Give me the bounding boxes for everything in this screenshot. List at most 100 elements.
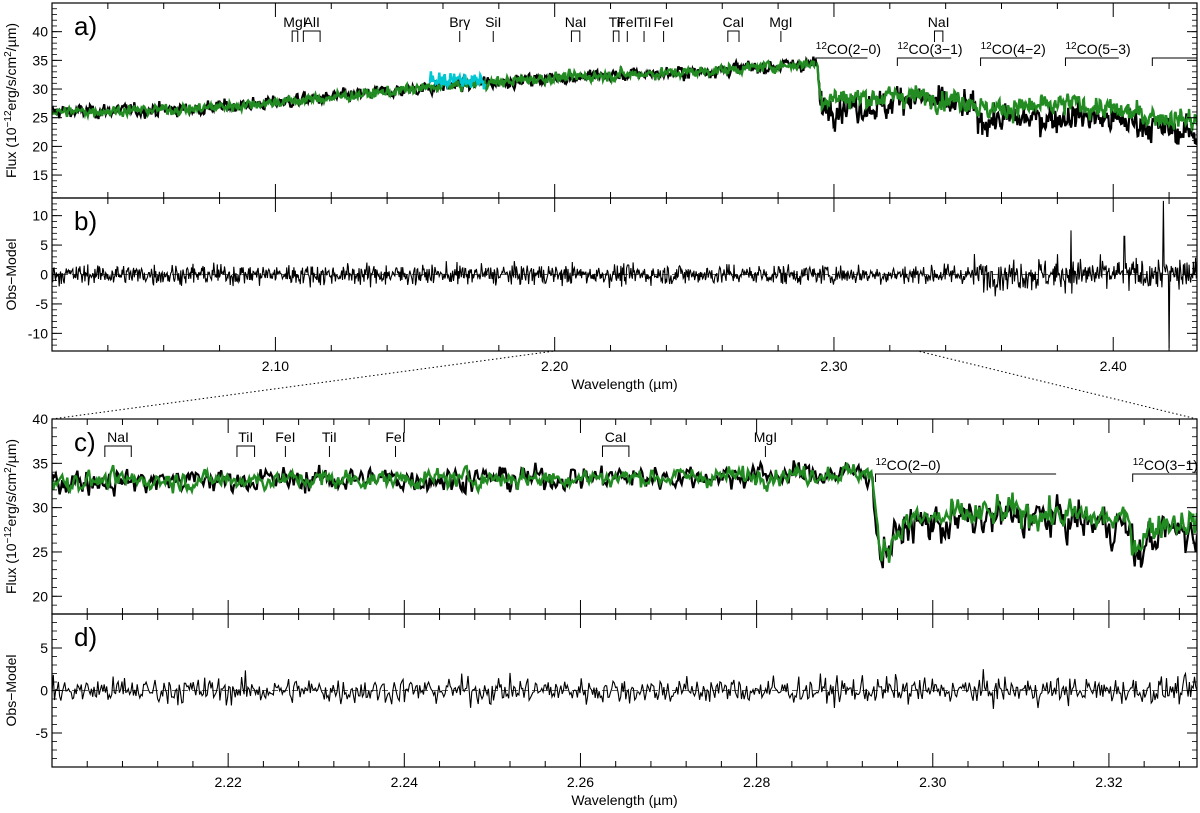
bandhead-label: 12CO(4−2) [981, 41, 1046, 58]
panel-a: 15 20 25 30 35 40 a) Flux (10−12erg/s/cm2/µm) Mg… [3, 2, 1198, 199]
line-marker: TiI [637, 14, 652, 42]
line-marker: NaI [565, 14, 587, 42]
y-tick-label: 20 [32, 588, 48, 604]
bandhead-marker: 12CO(4−2) [980, 41, 1046, 66]
y-tick-label: 15 [32, 167, 48, 183]
x-tick-label: 2.20 [541, 358, 568, 374]
x-tick-label: 2.24 [391, 774, 418, 790]
series-observed-line [52, 459, 1197, 569]
y-axis-title: Flux (10−12erg/s/cm2/µm) [3, 439, 20, 594]
y-tick-label: 35 [32, 455, 48, 471]
y-tick-label: 25 [32, 544, 48, 560]
y-tick-label: 30 [32, 81, 48, 97]
line-marker-label: SiI [485, 14, 501, 30]
line-marker: MgI [769, 14, 793, 42]
bandhead-label: 12CO(2−0) [876, 457, 941, 474]
bandhead-marker: 12CO(3−1) [896, 41, 963, 66]
y-tick-label: -10 [28, 325, 48, 341]
line-marker-label: TiI [238, 429, 253, 445]
line-marker-label: TiI [637, 14, 652, 30]
zoom-connector-right [917, 350, 1198, 420]
y-tick-label: 25 [32, 110, 48, 126]
line-marker: TiI [609, 14, 624, 42]
bandhead-marker [1151, 57, 1197, 66]
y-axis-title: Flux (10−12erg/s/cm2/µm) [3, 23, 20, 178]
y-tick-label: 0 [40, 683, 48, 699]
x-tick-label: 2.30 [919, 774, 946, 790]
y-tick-label: -5 [36, 725, 49, 741]
line-marker: AlI [302, 14, 321, 42]
line-marker: NaI [928, 14, 950, 42]
line-marker: FeI [653, 14, 674, 42]
series-observed-line [52, 55, 1197, 146]
x-tick-label: 2.26 [567, 774, 594, 790]
x-tick-label: 2.10 [262, 358, 289, 374]
line-marker-label: FeI [617, 14, 637, 30]
bandhead-label: 12CO(3−1) [1133, 457, 1198, 474]
y-tick-label: 40 [32, 411, 48, 427]
line-marker: FeI [617, 14, 637, 42]
line-marker-label: NaI [928, 14, 950, 30]
residual-line [52, 669, 1197, 709]
series-segment-line [428, 70, 487, 91]
residual-line [52, 200, 1197, 349]
y-tick-label: 10 [32, 208, 48, 224]
y-tick-label: 40 [32, 24, 48, 40]
panel-b: -10 -5 0 5 10 2.10 2.20 2.30 2.40 Wavelength (µm)… [3, 197, 1198, 392]
y-tick-label: 0 [40, 267, 48, 283]
y-tick-label: 35 [32, 52, 48, 68]
line-marker-label: TiI [322, 429, 337, 445]
x-tick-label: 2.22 [215, 774, 242, 790]
x-axis-title: Wavelength (µm) [571, 792, 677, 808]
line-marker: CaI [601, 429, 630, 457]
line-marker: CaI [723, 14, 745, 42]
y-tick-label: 5 [40, 237, 48, 253]
panel-c: 20 25 30 35 40 c) Flux (10−12erg/s/cm2/µm) NaI T… [3, 411, 1198, 615]
series-model-line [52, 462, 1197, 563]
panel-letter: b) [74, 206, 97, 236]
line-marker: MgI [754, 429, 777, 457]
panel-d: -5 0 5 2.22 2.24 2.26 2.28 2.30 2.32 Wavelength (… [3, 613, 1198, 808]
y-tick-label: 20 [32, 138, 48, 154]
line-marker: TiI [236, 429, 256, 457]
series-model-line [52, 57, 1197, 132]
line-marker-label: CaI [605, 429, 627, 445]
y-tick-label: 5 [40, 640, 48, 656]
line-marker-label: NaI [565, 14, 587, 30]
line-marker: SiI [485, 14, 501, 42]
line-marker-label: FeI [275, 429, 295, 445]
bandhead-label: 12CO(2−0) [816, 41, 881, 58]
line-marker-label: FeI [653, 14, 673, 30]
panel-letter: a) [74, 11, 97, 41]
line-marker-label: Brγ [449, 14, 470, 30]
line-marker-label: MgI [283, 14, 306, 30]
bandhead-marker: 12CO(2−0) [875, 457, 1057, 482]
bandhead-label: 12CO(5−3) [1065, 41, 1130, 58]
bandhead-label: 12CO(3−1) [897, 41, 962, 58]
line-marker-label: MgI [754, 429, 777, 445]
line-marker-label: AlI [304, 14, 320, 30]
y-tick-label: 30 [32, 500, 48, 516]
line-marker: FeI [275, 429, 296, 457]
line-marker-label: NaI [107, 429, 129, 445]
y-tick-label: -5 [36, 296, 49, 312]
line-marker: Brγ [449, 14, 470, 42]
bandhead-marker: 12CO(5−3) [1064, 41, 1131, 66]
x-axis-title: Wavelength (µm) [571, 376, 677, 392]
y-axis-title: Obs−Model [3, 239, 19, 311]
bandhead-marker: 12CO(2−0) [815, 41, 881, 66]
x-tick-label: 2.32 [1095, 774, 1122, 790]
line-marker-label: CaI [723, 14, 745, 30]
line-marker: TiI [322, 429, 337, 457]
line-marker: NaI [104, 429, 132, 457]
x-tick-label: 2.30 [820, 358, 847, 374]
x-tick-label: 2.28 [743, 774, 770, 790]
line-marker-label: TiI [609, 14, 624, 30]
line-marker: MgI [283, 14, 307, 42]
panel-letter: c) [74, 427, 96, 457]
line-marker-label: MgI [769, 14, 792, 30]
x-tick-label: 2.40 [1100, 358, 1127, 374]
bandhead-marker: 12CO(3−1) [1132, 457, 1198, 482]
zoom-connector-left [51, 350, 555, 420]
